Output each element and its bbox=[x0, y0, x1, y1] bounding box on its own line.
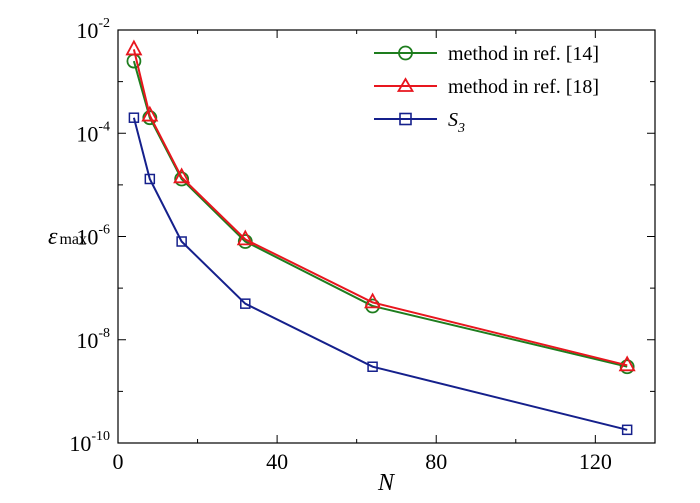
x-tick-label: 120 bbox=[579, 449, 612, 474]
y-tick-label-base: 10 bbox=[69, 431, 91, 456]
x-tick-label: 40 bbox=[266, 449, 288, 474]
y-tick-label: 10-2 bbox=[76, 16, 110, 43]
legend-marker-s3 bbox=[399, 112, 412, 126]
series-line-0 bbox=[132, 60, 628, 368]
legend-entry-s3: S3 bbox=[374, 109, 465, 136]
y-axis-title-sub: max bbox=[59, 231, 87, 248]
data-point-triangle bbox=[236, 229, 254, 246]
data-point-square bbox=[240, 298, 251, 309]
x-axis-title: N bbox=[377, 470, 396, 496]
data-point-circle bbox=[619, 359, 635, 375]
legend-label-s3-base: S bbox=[448, 109, 458, 131]
data-point-square bbox=[367, 361, 378, 372]
series-line-1 bbox=[132, 49, 628, 367]
y-tick-label-exp: -2 bbox=[98, 16, 110, 31]
legend-label-ref18: method in ref. [18] bbox=[448, 76, 599, 98]
plot-frame bbox=[117, 29, 656, 444]
series-layer bbox=[125, 39, 636, 436]
data-point-triangle bbox=[141, 105, 159, 122]
y-axis-title-symbol: ε bbox=[48, 224, 58, 250]
y-tick-label-base: 10 bbox=[76, 121, 98, 146]
data-point-square bbox=[128, 112, 140, 123]
y-tick-label: 10-10 bbox=[69, 429, 110, 456]
y-tick-label-base: 10 bbox=[76, 225, 98, 250]
data-point-triangle bbox=[173, 167, 191, 184]
y-tick-label: 10-6 bbox=[76, 223, 110, 250]
series-2 bbox=[128, 112, 633, 436]
legend-entry-ref18: method in ref. [18] bbox=[374, 76, 599, 98]
legend-label-ref14: method in ref. [14] bbox=[448, 43, 599, 65]
data-point-triangle bbox=[618, 355, 636, 372]
data-point-circle bbox=[174, 171, 190, 187]
y-tick-label-exp: -4 bbox=[98, 119, 110, 134]
y-tick-label: 10-8 bbox=[76, 326, 110, 353]
data-point-circle bbox=[142, 110, 158, 126]
legend-label-s3: S3 bbox=[448, 109, 465, 136]
legend: method in ref. [14] method in ref. [18] … bbox=[374, 43, 599, 136]
y-tick-label-exp: -6 bbox=[98, 223, 110, 238]
y-tick-label-base: 10 bbox=[76, 328, 98, 353]
legend-marker-ref18 bbox=[396, 77, 415, 92]
data-point-square bbox=[621, 424, 633, 436]
y-tick-label-exp: -8 bbox=[98, 326, 110, 341]
y-tick-label: 10-4 bbox=[76, 119, 110, 146]
data-point-square bbox=[176, 236, 187, 247]
legend-label-s3-sub: 3 bbox=[457, 121, 465, 136]
series-0 bbox=[126, 53, 635, 375]
x-tick-label: 80 bbox=[425, 449, 447, 474]
data-point-square bbox=[144, 173, 156, 185]
series-line-2 bbox=[132, 117, 628, 431]
y-axis-title: ε max bbox=[48, 224, 87, 250]
x-tick-label: 0 bbox=[113, 449, 124, 474]
data-point-triangle bbox=[364, 292, 382, 309]
legend-entry-ref14: method in ref. [14] bbox=[374, 43, 599, 65]
legend-marker-ref14 bbox=[398, 45, 413, 61]
data-point-triangle bbox=[125, 39, 143, 56]
y-tick-label-base: 10 bbox=[76, 18, 98, 43]
y-tick-label-exp: -10 bbox=[91, 429, 110, 444]
series-1 bbox=[125, 39, 636, 372]
